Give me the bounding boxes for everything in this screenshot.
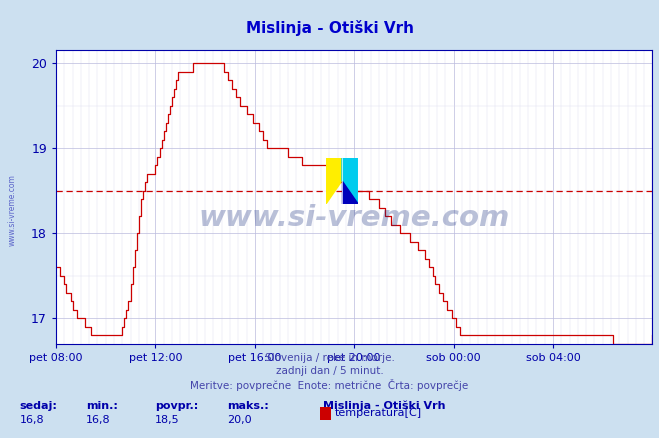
Text: www.si-vreme.com: www.si-vreme.com <box>8 174 17 246</box>
Text: 18,5: 18,5 <box>155 415 179 425</box>
Text: zadnji dan / 5 minut.: zadnji dan / 5 minut. <box>275 366 384 376</box>
Text: Meritve: povprečne  Enote: metrične  Črta: povprečje: Meritve: povprečne Enote: metrične Črta:… <box>190 379 469 391</box>
Text: temperatura[C]: temperatura[C] <box>335 409 422 418</box>
Text: maks.:: maks.: <box>227 401 269 411</box>
Text: 16,8: 16,8 <box>20 415 44 425</box>
Text: sedaj:: sedaj: <box>20 401 57 411</box>
Text: Mislinja - Otiški Vrh: Mislinja - Otiški Vrh <box>323 401 445 411</box>
Text: 20,0: 20,0 <box>227 415 252 425</box>
Text: 16,8: 16,8 <box>86 415 110 425</box>
Text: www.si-vreme.com: www.si-vreme.com <box>198 204 510 232</box>
Polygon shape <box>342 158 358 204</box>
Text: Mislinja - Otiški Vrh: Mislinja - Otiški Vrh <box>246 20 413 36</box>
Text: min.:: min.: <box>86 401 117 411</box>
Polygon shape <box>326 158 342 204</box>
Polygon shape <box>342 181 358 204</box>
Text: Slovenija / reke in morje.: Slovenija / reke in morje. <box>264 353 395 363</box>
Text: povpr.:: povpr.: <box>155 401 198 411</box>
